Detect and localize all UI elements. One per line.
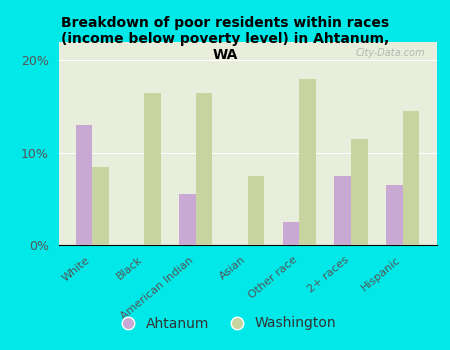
Bar [283, 222, 299, 245]
Bar [386, 185, 403, 245]
Bar [196, 93, 212, 245]
Legend: Ahtanum, Washington: Ahtanum, Washington [108, 311, 342, 336]
Text: City-Data.com: City-Data.com [356, 48, 425, 58]
Bar [351, 139, 368, 245]
Bar [144, 93, 161, 245]
Bar [76, 125, 92, 245]
Bar [334, 176, 351, 245]
Text: Breakdown of poor residents within races
(income below poverty level) in Ahtanum: Breakdown of poor residents within races… [61, 16, 389, 62]
Bar [299, 79, 316, 245]
Bar [403, 111, 419, 245]
Bar [92, 167, 109, 245]
Bar [248, 176, 264, 245]
Bar [179, 194, 196, 245]
